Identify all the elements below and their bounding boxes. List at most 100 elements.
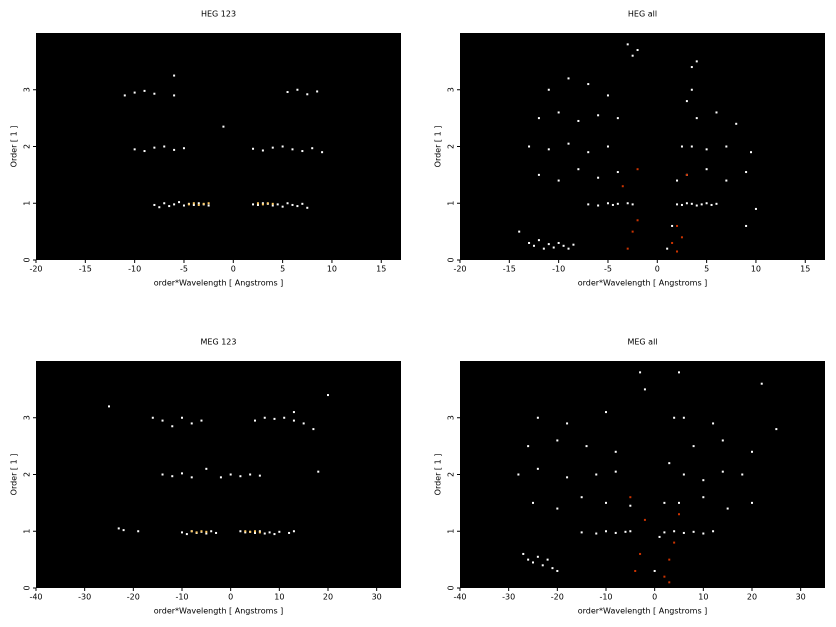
point — [636, 49, 639, 52]
point — [616, 171, 619, 174]
y-tick-label: 2 — [23, 472, 32, 477]
y-tick-label: 0 — [447, 257, 456, 262]
point — [281, 205, 284, 208]
point — [173, 74, 176, 77]
point — [726, 507, 729, 510]
point — [222, 125, 225, 128]
point — [244, 530, 247, 533]
y-tick-label: 3 — [447, 87, 456, 92]
point — [190, 422, 193, 425]
point — [271, 146, 274, 149]
point — [249, 530, 252, 533]
point — [133, 148, 136, 151]
point — [536, 467, 539, 470]
point — [631, 203, 634, 206]
point — [614, 450, 617, 453]
point — [663, 575, 666, 578]
point — [207, 204, 210, 207]
point — [317, 470, 320, 473]
point — [643, 388, 646, 391]
point — [685, 202, 688, 205]
point — [585, 445, 588, 448]
point — [690, 145, 693, 148]
point — [143, 150, 146, 153]
point — [327, 394, 329, 397]
point — [258, 530, 261, 533]
point — [658, 535, 661, 538]
point — [252, 203, 255, 206]
point — [626, 43, 629, 46]
x-tick-label: 10 — [327, 265, 337, 274]
point — [676, 250, 679, 253]
point — [676, 224, 679, 227]
x-tick-label: 30 — [372, 593, 382, 602]
point — [546, 558, 549, 561]
point — [249, 473, 252, 476]
point — [663, 501, 666, 504]
point — [536, 555, 539, 558]
point — [276, 203, 279, 206]
point — [163, 145, 166, 148]
point — [296, 205, 299, 208]
point — [715, 111, 718, 114]
point — [271, 204, 274, 207]
y-tick-label: 0 — [447, 585, 456, 590]
point — [532, 244, 535, 247]
point — [557, 111, 560, 114]
point — [668, 581, 671, 584]
x-tick-label: -10 — [175, 593, 188, 602]
chart-title: MEG 123 — [201, 338, 237, 347]
point — [567, 77, 570, 80]
point — [587, 151, 590, 154]
point — [528, 241, 531, 244]
y-tick-label: 2 — [447, 144, 456, 149]
point — [566, 422, 569, 425]
point — [151, 416, 154, 419]
chart-title: HEG all — [628, 10, 657, 19]
point — [258, 531, 261, 534]
point — [192, 202, 195, 205]
chart-title: HEG 123 — [201, 10, 236, 19]
point — [639, 552, 642, 555]
point — [611, 203, 614, 206]
point — [312, 428, 315, 431]
point — [292, 419, 295, 422]
x-tick-label: 5 — [704, 265, 709, 274]
point — [556, 569, 559, 572]
point — [239, 530, 242, 533]
point — [597, 114, 600, 117]
point — [634, 569, 637, 572]
point — [190, 476, 193, 479]
x-tick-label: 10 — [274, 593, 284, 602]
point — [678, 513, 680, 516]
plot-area — [460, 33, 825, 260]
point — [587, 83, 590, 86]
x-axis-label: order*Wavelength [ Angstroms ] — [154, 607, 284, 616]
point — [725, 179, 728, 182]
point — [518, 230, 521, 233]
point — [311, 147, 314, 150]
point — [629, 530, 632, 533]
x-axis-label: order*Wavelength [ Angstroms ] — [578, 279, 708, 288]
point — [705, 202, 708, 205]
point — [685, 100, 688, 103]
x-tick-label: 0 — [228, 593, 233, 602]
point — [606, 94, 609, 97]
point — [692, 530, 695, 533]
point — [263, 532, 266, 535]
point — [163, 202, 166, 205]
point — [256, 202, 259, 205]
point — [266, 202, 269, 205]
y-tick-label: 1 — [23, 201, 32, 206]
point — [268, 531, 271, 534]
point — [291, 148, 294, 151]
point — [292, 530, 295, 533]
point — [626, 202, 629, 205]
point — [178, 201, 181, 204]
point — [639, 371, 642, 374]
point — [653, 569, 656, 572]
point — [682, 473, 685, 476]
point — [258, 474, 261, 477]
point — [205, 467, 208, 470]
point — [680, 145, 683, 148]
